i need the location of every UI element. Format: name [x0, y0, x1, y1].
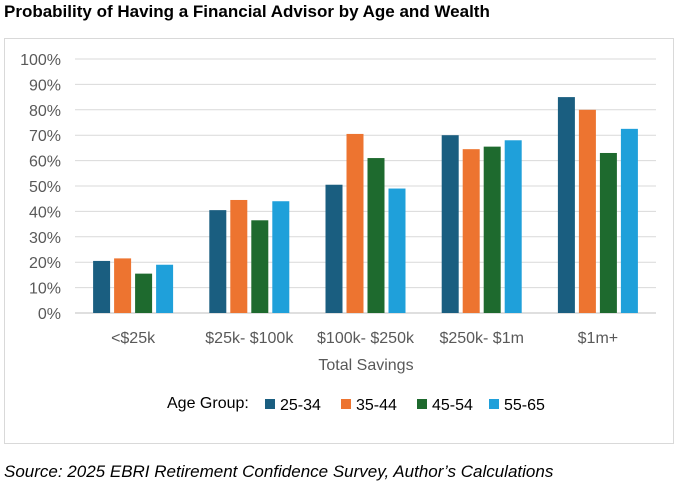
legend-swatch: [265, 399, 275, 409]
chart-title: Probability of Having a Financial Adviso…: [4, 2, 490, 21]
y-axis-ticks: 0% 10% 20% 30% 40% 50% 60% 70% 80% 90% 100%: [20, 52, 61, 323]
bar: [504, 140, 522, 313]
bar: [135, 273, 153, 313]
y-tick-label: 100%: [20, 52, 61, 69]
y-tick-label: 40%: [29, 204, 61, 221]
bar: [325, 184, 343, 313]
bar: [441, 135, 459, 313]
bar: [346, 133, 364, 313]
legend-label: 35-44: [356, 397, 397, 414]
legend-label: 45-54: [432, 397, 473, 414]
bar: [578, 109, 596, 313]
bars: [93, 97, 638, 313]
legend-label: 55-65: [504, 397, 545, 414]
bar: [272, 201, 290, 313]
x-tick-label: $250k- $1m: [439, 330, 524, 347]
x-tick-label: <$25k: [111, 330, 156, 347]
bar: [209, 210, 227, 313]
legend-swatch: [489, 399, 499, 409]
y-tick-label: 20%: [29, 255, 61, 272]
y-tick-label: 10%: [29, 281, 61, 298]
bar: [620, 128, 638, 313]
bar: [483, 146, 501, 313]
y-tick-label: 30%: [29, 230, 61, 247]
x-tick-label: $1m+: [578, 330, 618, 347]
y-tick-label: 90%: [29, 77, 61, 94]
legend: Age Group: 25-34 35-44 45-54 55-65: [167, 395, 545, 414]
bar: [114, 258, 132, 313]
y-tick-label: 50%: [29, 179, 61, 196]
bar: [557, 97, 575, 313]
bar: [388, 188, 406, 313]
bar: [367, 158, 385, 313]
bar: [462, 149, 480, 313]
x-axis-title: Total Savings: [318, 357, 413, 374]
legend-swatch: [341, 399, 351, 409]
y-tick-label: 60%: [29, 154, 61, 171]
x-axis-ticks: <$25k $25k- $100k $100k- $250k $250k- $1m $1…: [111, 330, 618, 347]
bar: [230, 199, 248, 313]
legend-label: 25-34: [280, 397, 321, 414]
source-note: Source: 2025 EBRI Retirement Confidence …: [4, 462, 554, 481]
x-tick-label: $100k- $250k: [317, 330, 415, 347]
bar: [599, 152, 617, 313]
legend-title: Age Group:: [167, 395, 249, 412]
y-tick-label: 80%: [29, 103, 61, 120]
bar: [251, 220, 269, 313]
y-tick-label: 70%: [29, 128, 61, 145]
legend-swatch: [417, 399, 427, 409]
bar: [93, 260, 111, 313]
x-tick-label: $25k- $100k: [205, 330, 294, 347]
y-tick-label: 0%: [38, 306, 61, 323]
bar: [156, 264, 174, 313]
